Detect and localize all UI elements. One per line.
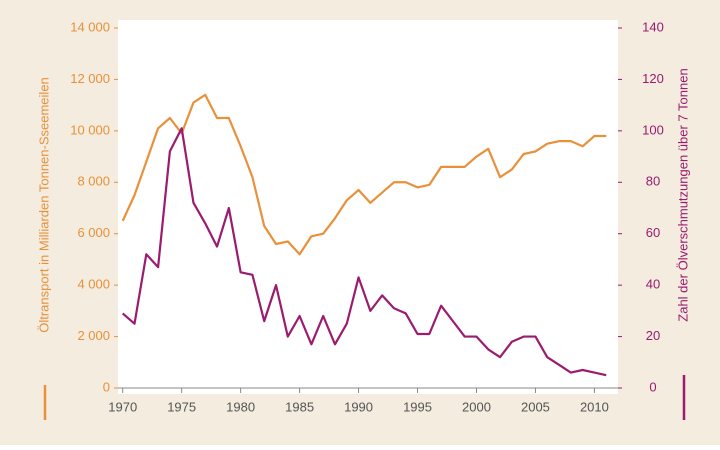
x-tick-label: 1970 [108, 399, 137, 414]
y2-tick-label: 120 [642, 71, 664, 86]
y2-tick-label: 0 [649, 379, 656, 394]
y2-tick-label: 20 [646, 328, 660, 343]
x-tick-label: 1990 [344, 399, 373, 414]
y-tick-label: 4 000 [77, 277, 110, 292]
y2-tick-label: 140 [642, 19, 664, 34]
y2-axis-title: Zahl der Ölverschmutzungen über 7 Tonnen [675, 68, 690, 321]
x-tick-label: 1995 [403, 399, 432, 414]
y2-tick-label: 80 [646, 174, 660, 189]
line-series [121, 127, 607, 377]
y-tick-label: 2 000 [77, 328, 110, 343]
line-series [121, 93, 607, 256]
x-tick-label: 2010 [580, 399, 609, 414]
y-tick-label: 0 [103, 379, 110, 394]
x-tick-label: 2000 [462, 399, 491, 414]
y-tick-label: 6 000 [77, 225, 110, 240]
x-tick-label: 1975 [167, 399, 196, 414]
y2-tick-label: 100 [642, 122, 664, 137]
x-tick-label: 1980 [226, 399, 255, 414]
y2-tick-label: 60 [646, 225, 660, 240]
x-tick-label: 2005 [521, 399, 550, 414]
y-tick-label: 8 000 [77, 174, 110, 189]
plot-area [118, 20, 618, 394]
y-tick-label: 14 000 [70, 19, 110, 34]
y-tick-label: 10 000 [70, 122, 110, 137]
y-axis-title: Öltransport in Milliarden Tonnen-Sseemei… [36, 77, 51, 333]
x-tick-label: 1985 [285, 399, 314, 414]
y-tick-label: 12 000 [70, 71, 110, 86]
y2-tick-label: 40 [646, 277, 660, 292]
